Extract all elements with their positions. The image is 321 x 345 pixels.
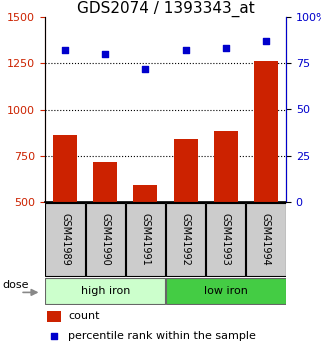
Bar	[166, 278, 286, 304]
Bar	[48, 310, 61, 322]
Bar	[246, 203, 286, 276]
Text: GSM41991: GSM41991	[140, 213, 151, 266]
Bar	[166, 203, 205, 276]
Point	[183, 48, 188, 53]
Title: GDS2074 / 1393343_at: GDS2074 / 1393343_at	[77, 1, 254, 17]
Point	[51, 333, 56, 338]
Text: dose: dose	[2, 280, 29, 290]
Text: GSM41990: GSM41990	[100, 213, 110, 266]
Text: low iron: low iron	[204, 286, 248, 296]
Bar	[206, 203, 246, 276]
Text: GSM41992: GSM41992	[181, 213, 191, 266]
Bar	[174, 139, 198, 202]
Bar	[45, 203, 85, 276]
Text: GSM41994: GSM41994	[261, 213, 271, 266]
Bar	[126, 203, 165, 276]
Bar	[45, 278, 165, 304]
Point	[143, 66, 148, 71]
Bar	[214, 131, 238, 202]
Bar	[254, 61, 278, 202]
Point	[263, 38, 268, 44]
Point	[103, 51, 108, 57]
Text: GSM41989: GSM41989	[60, 213, 70, 266]
Bar	[53, 135, 77, 202]
Bar	[93, 162, 117, 202]
Bar	[86, 203, 125, 276]
Text: count: count	[68, 311, 100, 321]
Text: high iron: high iron	[81, 286, 130, 296]
Point	[223, 46, 228, 51]
Text: percentile rank within the sample: percentile rank within the sample	[68, 331, 256, 341]
Point	[63, 48, 68, 53]
Bar	[133, 185, 158, 202]
Text: GSM41993: GSM41993	[221, 213, 231, 266]
